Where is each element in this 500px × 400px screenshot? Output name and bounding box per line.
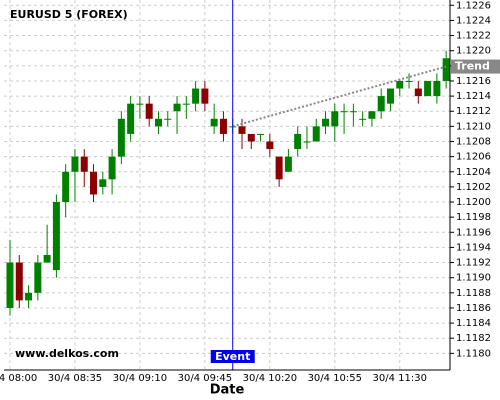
candle-body bbox=[442, 58, 450, 81]
trend-label-box bbox=[451, 59, 500, 74]
candle-body bbox=[414, 88, 422, 97]
candle-body bbox=[136, 103, 144, 105]
y-tick-label: 1.1216 bbox=[456, 76, 491, 87]
y-tick-label: 1.1226 bbox=[456, 0, 491, 11]
candle-body bbox=[322, 118, 330, 127]
y-tick-label: 1.1212 bbox=[456, 106, 491, 117]
x-tick-label: 30/4 09:45 bbox=[178, 373, 232, 384]
candle-body bbox=[6, 262, 14, 308]
candle-body bbox=[127, 103, 135, 134]
candle-body bbox=[275, 156, 283, 180]
candle-body bbox=[164, 118, 172, 120]
candle-body bbox=[303, 141, 311, 143]
y-tick-label: 1.1214 bbox=[456, 91, 491, 102]
candle-body bbox=[219, 118, 227, 134]
candle-body bbox=[25, 292, 33, 301]
candle-body bbox=[173, 103, 181, 112]
candle-body bbox=[192, 88, 200, 104]
event-label-box bbox=[210, 350, 255, 363]
candle-body bbox=[80, 156, 88, 172]
y-tick-label: 1.1180 bbox=[456, 348, 491, 359]
watermark: www.delkos.com bbox=[15, 347, 119, 360]
candle-body bbox=[99, 179, 107, 187]
candle-body bbox=[108, 156, 116, 180]
candle-body bbox=[154, 118, 162, 127]
candle-body bbox=[201, 88, 209, 104]
candle-body bbox=[90, 171, 98, 195]
trend-line bbox=[232, 65, 447, 128]
x-tick-label: 30/4 09:10 bbox=[113, 373, 167, 384]
candle-body bbox=[386, 88, 394, 104]
candle-body bbox=[257, 133, 265, 135]
x-tick-label: 30/4 10:55 bbox=[308, 373, 362, 384]
y-tick-label: 1.1206 bbox=[456, 152, 491, 163]
y-tick-label: 1.1182 bbox=[456, 333, 491, 344]
trend-label: Trend bbox=[455, 60, 490, 73]
candle-body bbox=[182, 103, 190, 105]
y-tick-label: 1.1198 bbox=[456, 212, 491, 223]
candle-body bbox=[52, 202, 60, 271]
candle-body bbox=[349, 111, 357, 113]
y-tick-label: 1.1184 bbox=[456, 318, 491, 329]
plot-area bbox=[6, 0, 450, 370]
candle-body bbox=[377, 96, 385, 112]
candle-body bbox=[15, 262, 23, 301]
y-tick-label: 1.1188 bbox=[456, 288, 491, 299]
candle-body bbox=[396, 80, 404, 89]
candle-body bbox=[34, 262, 42, 293]
candle-body bbox=[294, 133, 302, 150]
candle-body bbox=[405, 80, 413, 82]
candle-body bbox=[210, 118, 218, 127]
y-tick-label: 1.1222 bbox=[456, 31, 491, 42]
candle-body bbox=[312, 126, 320, 142]
x-tick-label: 30/4 08:00 bbox=[0, 373, 37, 384]
x-tick-label: 30/4 11:30 bbox=[373, 373, 427, 384]
y-tick-label: 1.1186 bbox=[456, 303, 491, 314]
candle-body bbox=[368, 111, 376, 119]
candle-body bbox=[424, 80, 432, 97]
candle-body bbox=[43, 254, 51, 263]
y-tick-label: 1.1210 bbox=[456, 121, 491, 132]
grid bbox=[4, 0, 450, 370]
x-tick-label: 30/4 08:35 bbox=[48, 373, 102, 384]
y-tick-label: 1.1194 bbox=[456, 242, 491, 253]
candle-body bbox=[247, 133, 255, 142]
chart-title: EURUSD 5 (FOREX) bbox=[10, 8, 128, 21]
y-tick-label: 1.1190 bbox=[456, 273, 491, 284]
axes-labels: 1.1180 1.1182 1.1184 1.1186 1.1188 1.1190 1.11… bbox=[0, 0, 500, 384]
y-tick-label: 1.1202 bbox=[456, 182, 491, 193]
y-tick-label: 1.1196 bbox=[456, 227, 491, 238]
candle-body bbox=[331, 111, 339, 127]
y-tick-label: 1.1192 bbox=[456, 258, 491, 269]
candle-body bbox=[145, 103, 153, 119]
candle-body bbox=[71, 156, 79, 172]
candle-body bbox=[284, 156, 292, 172]
candle-body bbox=[359, 118, 367, 120]
x-tick-label: 30/4 10:20 bbox=[243, 373, 297, 384]
candle-body bbox=[117, 118, 125, 157]
y-tick-label: 1.1224 bbox=[456, 15, 491, 26]
y-tick-label: 1.1220 bbox=[456, 46, 491, 57]
event-label: Event bbox=[215, 350, 250, 363]
candle-body bbox=[266, 141, 274, 150]
candle-body bbox=[433, 80, 441, 97]
candle-body bbox=[62, 171, 70, 203]
y-tick-label: 1.1204 bbox=[456, 167, 491, 178]
candle-body bbox=[238, 126, 246, 134]
y-tick-label: 1.1208 bbox=[456, 136, 491, 147]
x-axis-title: Date bbox=[210, 383, 245, 398]
candle-body bbox=[340, 111, 348, 113]
y-tick-label: 1.1200 bbox=[456, 197, 491, 208]
